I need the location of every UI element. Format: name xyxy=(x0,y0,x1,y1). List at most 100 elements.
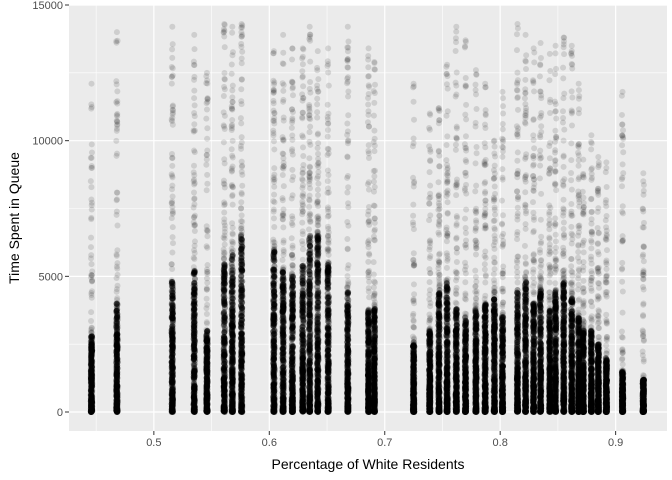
data-point xyxy=(88,405,95,412)
data-point xyxy=(314,82,321,89)
data-point xyxy=(344,131,351,138)
data-point xyxy=(270,77,277,84)
data-point xyxy=(113,383,120,390)
data-point xyxy=(314,95,321,102)
data-point xyxy=(203,187,210,194)
data-point xyxy=(114,344,121,351)
data-point xyxy=(169,172,176,179)
data-point xyxy=(113,347,120,354)
data-point xyxy=(114,325,121,332)
data-point xyxy=(229,295,236,302)
data-point xyxy=(325,400,332,407)
data-point xyxy=(271,115,278,122)
data-point xyxy=(299,331,306,338)
data-point xyxy=(238,313,245,320)
data-point xyxy=(113,392,120,399)
data-point xyxy=(204,171,211,178)
data-point xyxy=(114,343,121,350)
data-point xyxy=(88,344,95,351)
data-point xyxy=(270,215,277,222)
data-point xyxy=(88,387,95,394)
data-point xyxy=(221,75,228,82)
data-point xyxy=(221,70,228,77)
data-point xyxy=(88,386,95,393)
data-point xyxy=(88,294,95,301)
data-point xyxy=(113,407,120,414)
data-point xyxy=(88,375,95,382)
data-point xyxy=(88,196,95,203)
data-point xyxy=(221,388,228,395)
data-point xyxy=(114,271,121,278)
data-point xyxy=(168,80,175,87)
data-point xyxy=(271,363,278,370)
data-point xyxy=(87,398,94,405)
data-point xyxy=(314,344,321,351)
data-point xyxy=(203,407,210,414)
data-point xyxy=(88,367,95,374)
data-point xyxy=(113,307,120,314)
data-point xyxy=(168,63,175,70)
data-point xyxy=(239,251,246,258)
data-point xyxy=(221,44,228,51)
data-point xyxy=(169,54,176,61)
data-point xyxy=(299,68,306,75)
data-point xyxy=(88,184,95,191)
data-point xyxy=(345,184,352,191)
data-point xyxy=(191,337,198,344)
data-point xyxy=(88,364,95,371)
data-point xyxy=(114,189,121,196)
data-point xyxy=(89,406,96,413)
data-point xyxy=(289,151,296,158)
data-point xyxy=(345,396,352,403)
data-point xyxy=(289,244,296,251)
data-point xyxy=(113,81,120,88)
data-point xyxy=(169,403,176,410)
data-point xyxy=(191,95,198,102)
data-point xyxy=(88,377,95,384)
data-point xyxy=(114,365,121,372)
data-point xyxy=(191,374,198,381)
data-point xyxy=(325,69,332,76)
data-point xyxy=(271,223,278,230)
data-point xyxy=(344,57,351,64)
data-point xyxy=(314,259,321,266)
data-point xyxy=(113,387,120,394)
data-point xyxy=(229,230,236,237)
data-point xyxy=(344,120,351,127)
data-point xyxy=(113,316,120,323)
data-point xyxy=(238,396,245,403)
data-point xyxy=(270,138,277,145)
data-point xyxy=(113,99,120,106)
data-point xyxy=(113,338,120,345)
data-point xyxy=(229,315,236,322)
data-point xyxy=(113,386,120,393)
data-point xyxy=(88,342,95,349)
data-point xyxy=(88,381,95,388)
data-point xyxy=(88,359,95,366)
data-point xyxy=(87,371,94,378)
data-point xyxy=(88,408,95,415)
data-point xyxy=(113,369,120,376)
data-point xyxy=(89,380,96,387)
data-point xyxy=(88,336,95,343)
data-point xyxy=(88,404,95,411)
data-point xyxy=(307,218,314,225)
data-point xyxy=(113,342,120,349)
data-point xyxy=(88,214,95,221)
data-point xyxy=(88,403,95,410)
data-point xyxy=(87,395,94,402)
data-point xyxy=(280,366,287,373)
data-point xyxy=(306,407,313,414)
data-point xyxy=(88,406,95,413)
data-point xyxy=(280,329,287,336)
data-point xyxy=(114,401,121,408)
data-point xyxy=(88,406,95,413)
data-point xyxy=(89,348,96,355)
data-point xyxy=(114,406,121,413)
data-point xyxy=(228,339,235,346)
data-point xyxy=(344,273,351,280)
data-point xyxy=(88,400,95,407)
data-point xyxy=(113,322,120,329)
data-point xyxy=(88,387,95,394)
data-point xyxy=(113,320,120,327)
